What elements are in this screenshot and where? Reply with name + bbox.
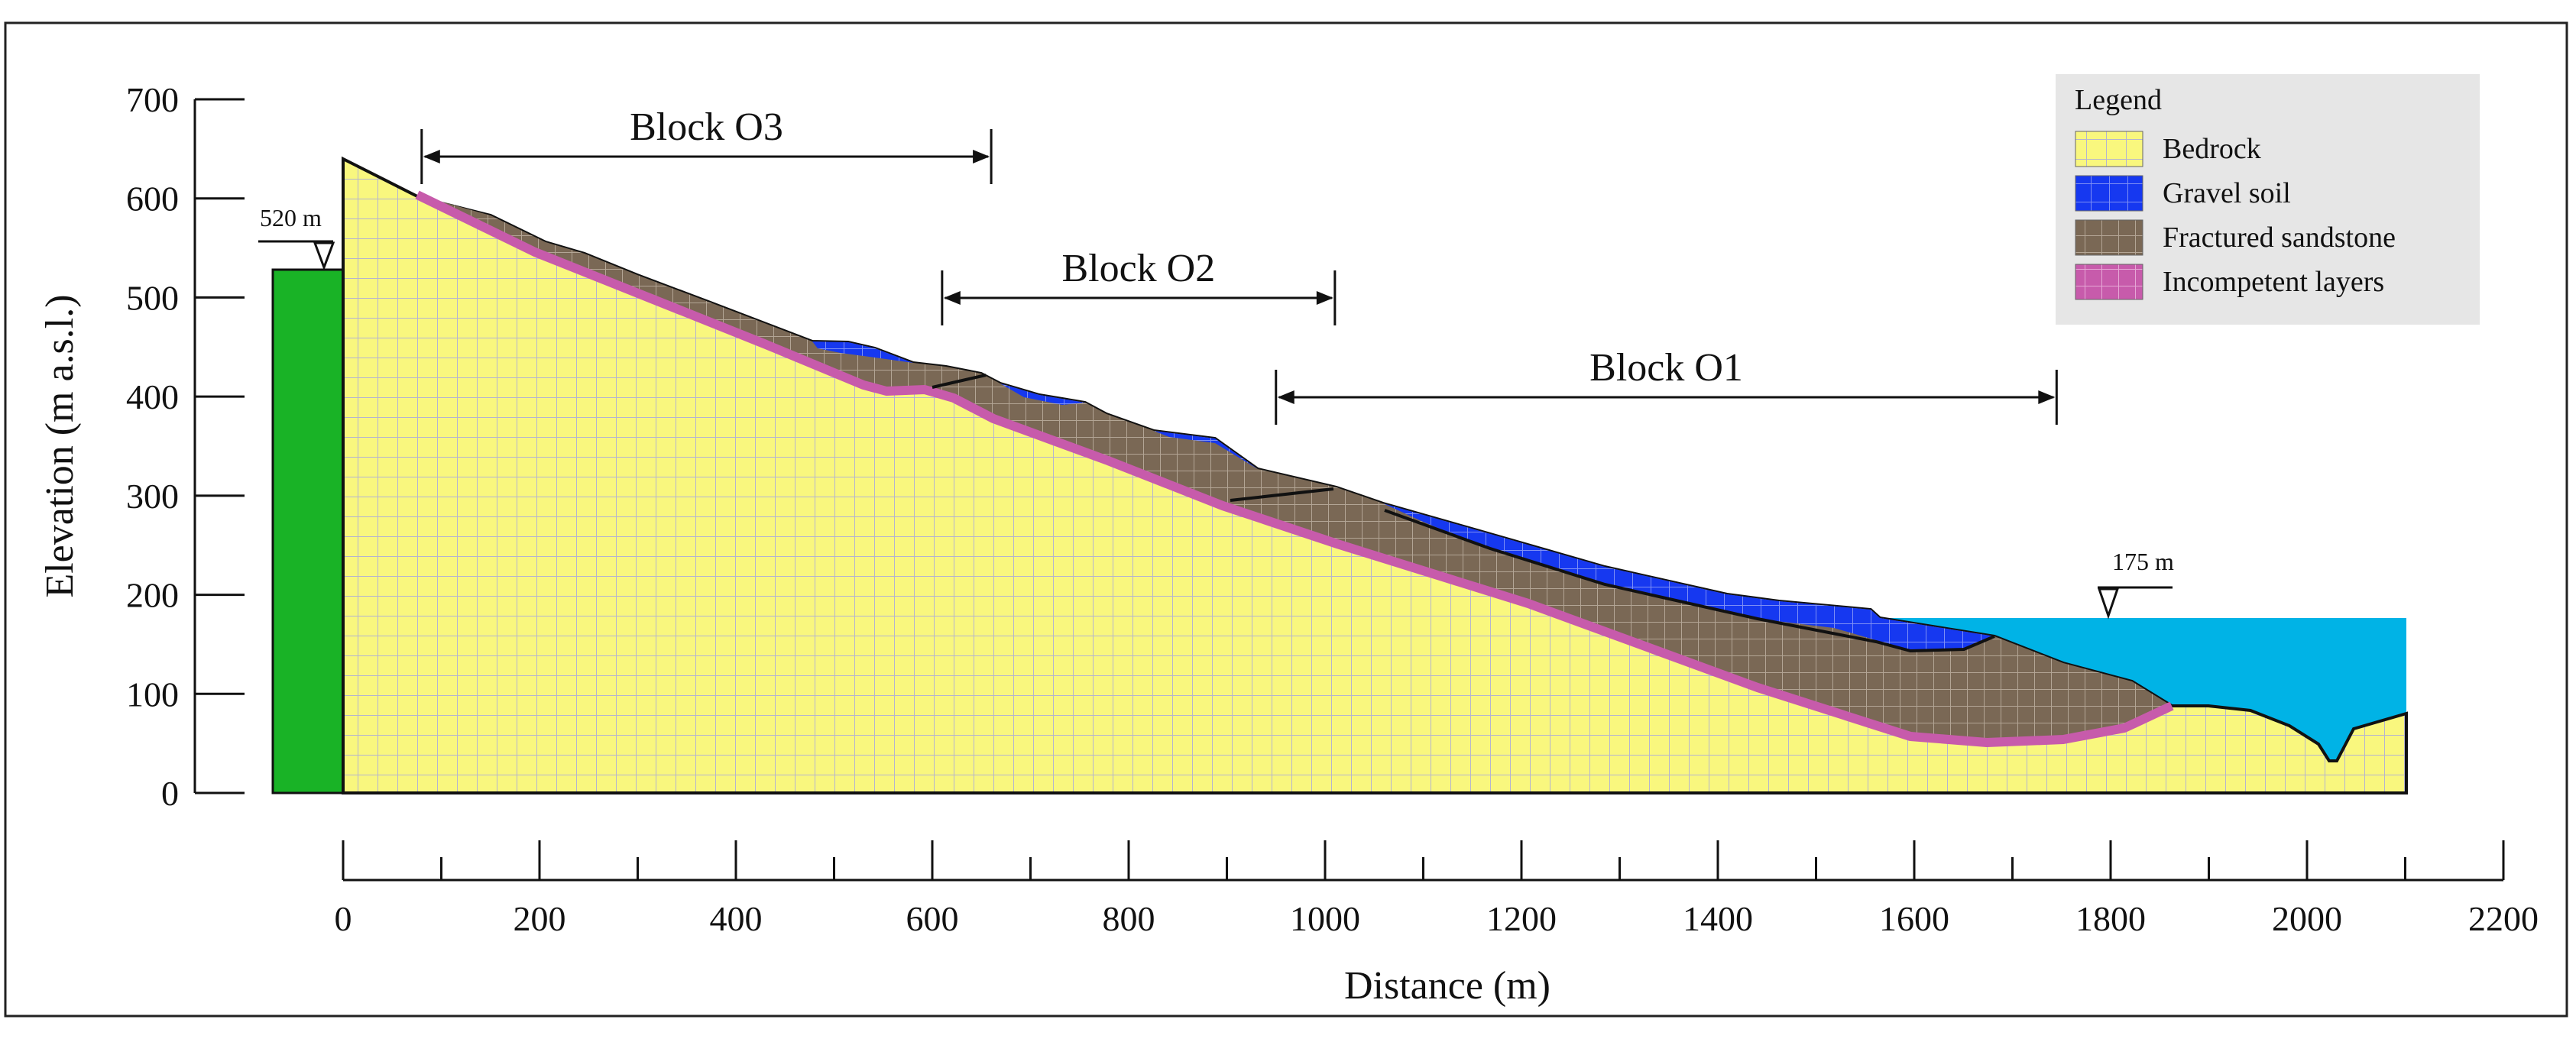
legend-item-label: Incompetent layers [2163, 266, 2384, 298]
sandstone-top-boundary [1384, 509, 1995, 653]
x-tick-label: 1000 [1290, 899, 1360, 938]
block-range-arrowhead [1316, 291, 1333, 305]
legend-swatch [2075, 175, 2143, 212]
figure-frame [4, 21, 2568, 1018]
y-tick-label: 600 [126, 180, 179, 218]
water-level-marker-left: 520 m [258, 204, 335, 271]
gravel-soil-patch [1154, 431, 1258, 469]
x-tick-label: 800 [1103, 899, 1155, 938]
water-level-marker-right: 175 m [2097, 548, 2174, 620]
y-tick-label: 400 [126, 377, 179, 416]
y-tick-label: 200 [126, 576, 179, 615]
water-level-label-left: 520 m [260, 204, 322, 231]
block-range-arrowhead [943, 291, 961, 305]
block-range-arrows: Block O3 Block O2 Block O1 [420, 105, 2058, 425]
block-range-arrowhead [423, 150, 440, 163]
left-water-column [271, 268, 345, 794]
x-axis-title: Distance (m) [1344, 964, 1550, 1008]
x-tick-label: 0 [335, 899, 352, 938]
legend-swatch [2075, 131, 2143, 167]
x-tick-label: 1200 [1486, 899, 1557, 938]
incompetent-layer [415, 190, 2174, 747]
gravel-soil-patch [812, 341, 913, 363]
legend-title: Legend [2075, 84, 2162, 116]
fault-line [1230, 487, 1334, 502]
reservoir-water [1880, 618, 2406, 761]
x-tick-label: 200 [514, 899, 566, 938]
legend-swatch [2075, 264, 2143, 300]
block-label: Block O2 [1061, 247, 1215, 290]
y-axis-ticks: 0 100 200 300 400 500 600 700 [126, 80, 245, 813]
block-range-arrowhead [1277, 390, 1294, 404]
fault-line [932, 374, 987, 389]
y-tick-label: 0 [161, 774, 179, 813]
y-tick-label: 700 [126, 80, 179, 119]
x-tick-label: 400 [710, 899, 763, 938]
y-tick-label: 300 [126, 477, 179, 516]
x-tick-label: 2000 [2272, 899, 2342, 938]
block-label: Block O3 [630, 105, 783, 149]
legend-item-label: Fractured sandstone [2163, 222, 2396, 254]
block-range-arrowhead [973, 150, 990, 163]
x-tick-label: 600 [906, 899, 959, 938]
legend-swatch [2075, 219, 2143, 256]
gravel-soil-patch [1000, 383, 1085, 405]
x-tick-label: 1400 [1683, 899, 1753, 938]
legend-item-label: Bedrock [2163, 133, 2261, 165]
legend-item-label: Gravel soil [2163, 177, 2291, 209]
y-tick-label: 100 [126, 675, 179, 714]
x-axis-ticks: 0 200 400 600 800 1000 1200 1400 1600 1800 2000 220… [335, 840, 2539, 938]
x-tick-label: 2200 [2468, 899, 2539, 938]
x-tick-label: 1800 [2075, 899, 2146, 938]
x-tick-label: 1600 [1879, 899, 1949, 938]
block-range-arrowhead [2038, 390, 2056, 404]
y-tick-label: 500 [126, 278, 179, 317]
block-label: Block O1 [1589, 346, 1743, 390]
gravel-soil-patch [1383, 503, 1994, 651]
legend: Legend Bedrock Gravel soil Fractured sands… [2056, 74, 2480, 325]
water-level-label-right: 175 m [2112, 548, 2174, 575]
y-axis-title: Elevation (m a.s.l.) [38, 294, 82, 597]
